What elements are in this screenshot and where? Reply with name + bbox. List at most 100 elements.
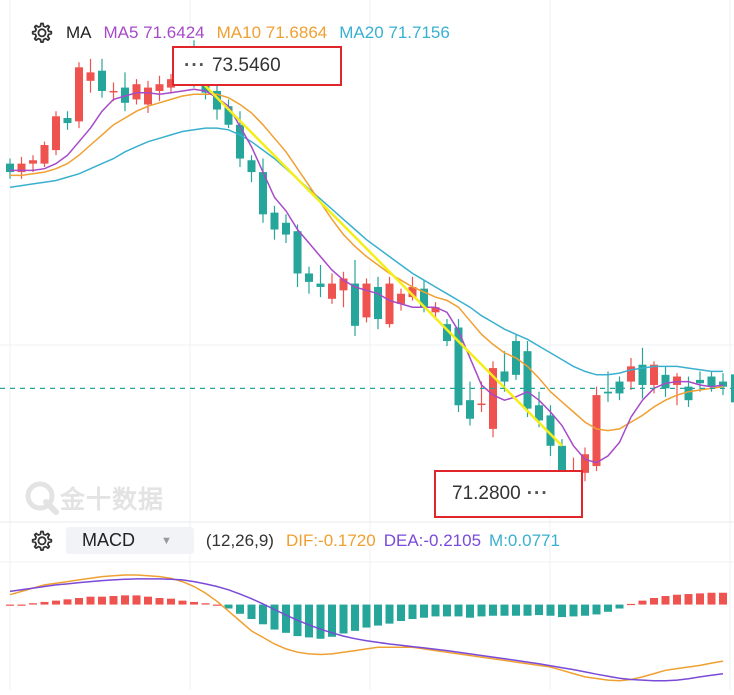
macd-histogram-bar [109,596,118,605]
gear-icon[interactable] [28,20,54,46]
candle-body [615,381,624,394]
high-price-label: ··· 73.5460 [172,46,342,86]
high-price-dots: ··· [184,55,206,76]
ma-legend: MA MA5 71.6424 MA10 71.6864 MA20 71.7156 [28,20,462,46]
macd-histogram-bar [604,604,612,612]
candle-body [443,324,451,342]
macd-histogram-bar [535,604,543,616]
macd-histogram-bar [408,604,417,620]
candle-body [86,72,95,81]
macd-histogram-bar [132,595,141,605]
candle-body [385,283,394,325]
macd-gear-icon[interactable] [28,528,54,554]
macd-histogram-bar [6,604,14,606]
macd-histogram-bar [247,604,256,620]
macd-histogram-bar [98,596,106,605]
macd-histogram-bar [236,604,244,614]
candle-body [52,116,60,151]
macd-histogram-bar [259,604,267,625]
macd-histogram-bar [420,604,428,618]
candle-body [374,286,382,320]
macd-histogram-bar [569,604,578,617]
candle-body [155,84,164,91]
candle-body [500,371,509,382]
macd-histogram-bar [121,595,129,605]
macd-select-label: MACD [82,530,135,550]
macd-histogram-bar [316,604,325,639]
macd-histogram-bar [477,604,486,617]
candle-body [673,376,681,385]
candle-body [282,222,290,235]
macd-histogram-bar [17,604,26,606]
macd-histogram-bar [178,600,187,605]
ma20-value: MA20 71.7156 [339,23,450,42]
macd-histogram-bar [351,604,359,631]
macd-histogram-bar [167,598,175,605]
macd-histogram-bar [224,604,233,609]
candle-body [144,87,152,105]
macd-histogram-bar [63,599,72,605]
macd-histogram-bar [431,604,440,617]
candle-body [316,283,325,287]
macd-histogram-bar [500,604,509,616]
candle-body [454,327,463,406]
macd-histogram-bar [523,604,532,616]
macd-histogram-bar [650,598,658,605]
macd-histogram-bar [638,600,647,605]
candle-body [627,366,635,382]
macd-histogram-bar [558,604,566,618]
candle-body [6,163,14,173]
high-price-value: 73.5460 [211,55,281,76]
candle-body [650,364,658,385]
candle-body [420,288,428,308]
low-price-value: 71.2800 [452,483,521,504]
candle-body [489,368,497,429]
macd-histogram-bar [362,604,371,628]
candle-body [236,124,244,159]
macd-histogram-bar [443,604,451,617]
ma20-line [9,127,723,376]
macd-histogram-bar [52,600,60,605]
watermark-logo-icon [25,481,59,515]
trend-line [181,62,563,447]
candle-body [109,90,118,93]
candle-body [270,212,279,230]
low-price-dots: ··· [526,483,549,504]
candle-body [213,90,221,110]
macd-histogram-bar [397,604,405,621]
candle-body [362,283,371,318]
candle-body [75,67,83,122]
candle-body [466,400,474,419]
macd-histogram-bar [684,594,693,605]
candle-body [397,293,405,304]
macd-indicator-select[interactable]: MACD ▼ [66,527,194,554]
macd-histogram-bar [190,601,198,605]
macd-legend: MACD ▼ (12,26,9) DIF:-0.1720 DEA:-0.2105… [28,527,572,554]
macd-histogram-bar [454,604,463,617]
candle-body [592,395,601,467]
candle-body [305,273,313,282]
candle-body [121,87,129,103]
macd-histogram-bar [673,594,681,605]
candle-body [558,445,566,477]
candle-body [523,351,532,409]
candle-body [247,160,256,173]
macd-histogram-bar [29,603,37,605]
ma-label[interactable]: MA [66,23,92,42]
watermark-text: 金十数据 [60,486,165,514]
macd-histogram-bar [385,604,394,624]
macd-histogram-bar [581,604,589,616]
candle-body [167,79,175,88]
macd-histogram-bar [155,598,164,605]
candle-body [224,106,233,125]
dea-value: DEA:-0.2105 [383,530,482,550]
macd-histogram-bar [144,596,152,605]
candle-body [696,379,704,384]
dif-value: DIF:-0.1720 [285,530,376,550]
macd-histogram-bar [86,596,95,605]
macd-histogram-bar [512,604,520,616]
m-value: M:0.0771 [489,530,560,550]
candle-body [40,145,49,164]
